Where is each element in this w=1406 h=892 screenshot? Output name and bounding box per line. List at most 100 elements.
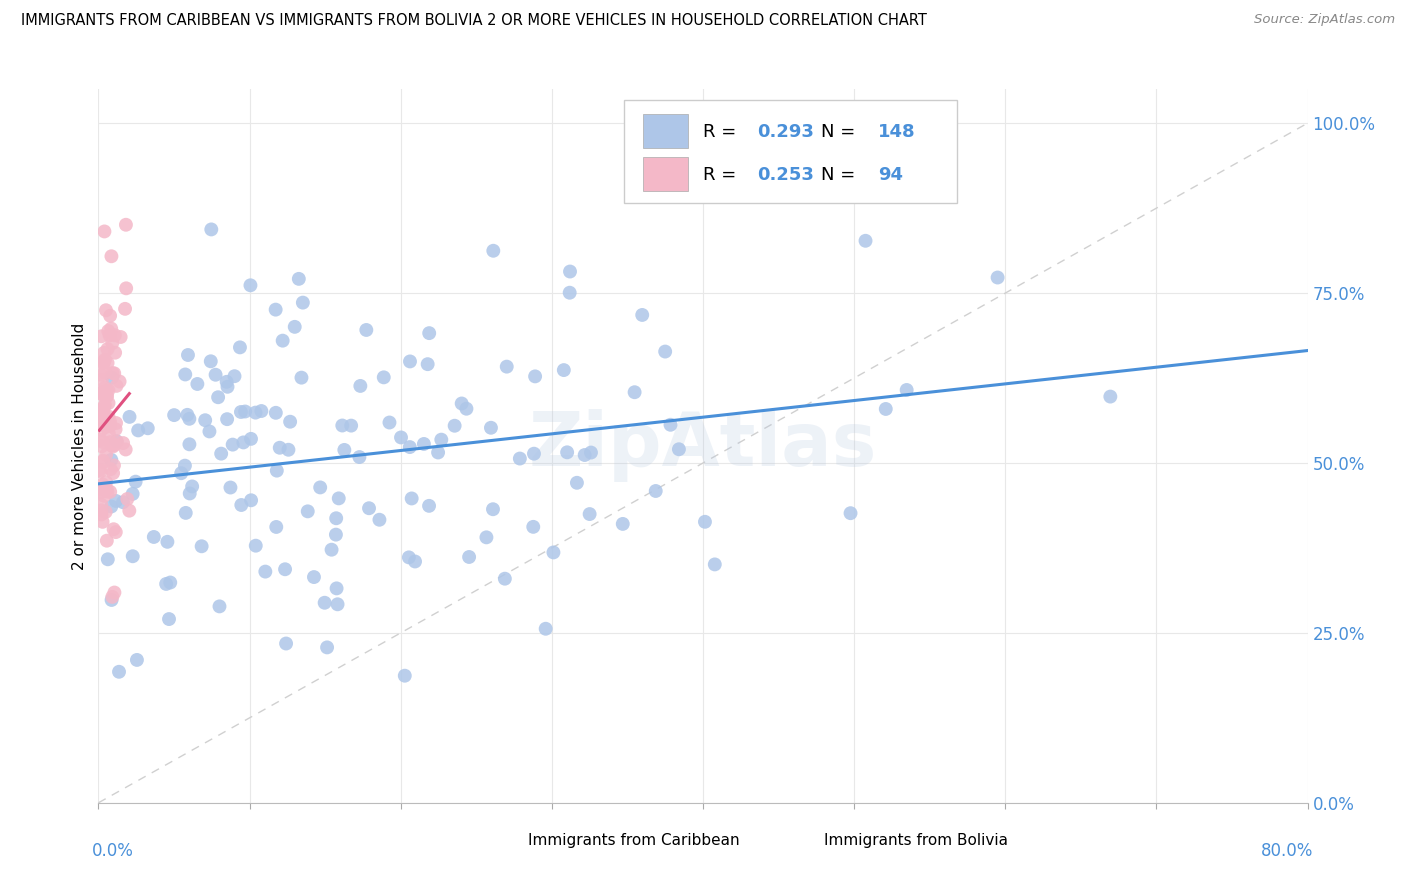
Point [399,354,422,368]
Point [703,558,725,572]
Point [475,530,498,544]
Point [90,373,112,387]
Point [90,485,112,500]
Point [668,442,690,457]
Point [231,498,253,512]
Point [404,554,426,568]
Point [125,653,148,667]
Point [356,323,378,337]
Text: IMMIGRANTS FROM CARIBBEAN VS IMMIGRANTS FROM BOLIVIA 2 OR MORE VEHICLES IN HOUSE: IMMIGRANTS FROM CARIBBEAN VS IMMIGRANTS … [21,13,927,29]
Point [401,491,423,506]
Point [142,530,165,544]
Text: 0.0%: 0.0% [93,842,134,860]
Point [450,396,472,410]
Point [91,477,114,491]
Point [232,435,254,450]
Point [233,404,256,418]
Point [290,370,312,384]
Point [96,342,118,356]
Text: 0.253: 0.253 [758,166,814,184]
Point [93,355,115,369]
Point [100,453,122,467]
Point [91,384,114,399]
Point [654,344,676,359]
Point [543,545,565,559]
Point [157,612,180,626]
Point [98,328,121,343]
Point [94,448,117,462]
Point [91,453,114,467]
Point [176,408,198,422]
Point [578,507,600,521]
Point [266,464,288,478]
Point [198,425,221,439]
Point [97,409,120,424]
Point [534,622,557,636]
Point [90,368,112,382]
Point [221,437,243,451]
Point [100,500,122,514]
Point [204,368,226,382]
Point [349,450,371,464]
Point [108,665,131,679]
Point [105,434,128,449]
Point [94,384,117,399]
Text: 148: 148 [879,123,915,141]
Point [574,448,596,462]
Point [98,484,121,499]
Point [91,435,114,450]
Point [288,272,311,286]
FancyBboxPatch shape [782,830,815,851]
Point [524,369,547,384]
Point [155,577,177,591]
Point [325,511,347,525]
Point [264,406,287,420]
Point [509,451,531,466]
Point [96,481,118,495]
Point [398,550,420,565]
Point [190,539,212,553]
Point [325,527,347,541]
FancyBboxPatch shape [624,100,957,203]
Point [97,324,120,338]
Point [115,218,138,232]
Point [104,422,127,436]
Point [229,340,252,354]
Point [100,462,122,476]
Point [100,435,122,450]
Text: 80.0%: 80.0% [1261,842,1313,860]
Point [94,352,117,367]
Point [104,328,127,343]
Point [181,479,204,493]
Point [89,463,111,477]
Point [103,438,125,452]
Point [91,405,114,419]
Point [612,516,634,531]
Point [523,447,546,461]
Point [127,424,149,438]
Point [200,354,222,368]
Point [93,224,115,238]
Point [94,419,117,434]
Point [558,264,581,278]
Point [314,596,336,610]
Point [349,379,371,393]
Point [458,549,481,564]
Point [316,640,339,655]
Point [412,437,434,451]
Point [479,421,502,435]
Point [103,585,125,599]
Point [565,475,588,490]
Point [94,303,117,318]
Point [839,506,862,520]
Point [90,329,112,343]
Point [456,401,478,416]
Point [118,503,141,517]
Point [96,384,118,398]
Point [207,390,229,404]
Point [522,520,544,534]
Point [179,437,201,451]
Point [105,379,128,393]
Point [97,416,120,430]
Point [271,334,294,348]
